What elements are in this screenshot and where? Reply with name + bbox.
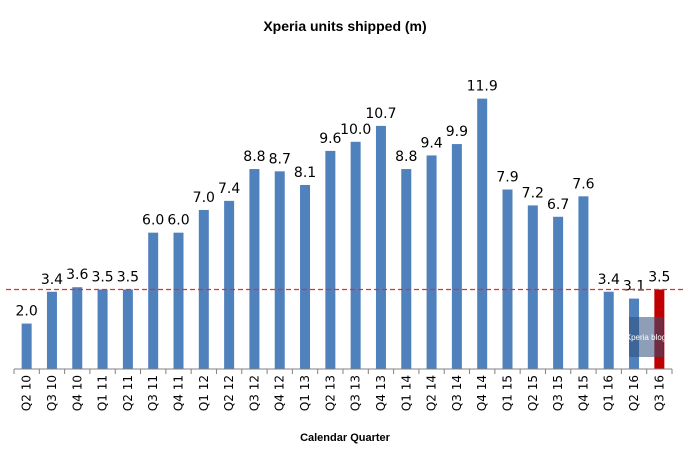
data-label-q3-12: 8.8 <box>243 149 265 165</box>
bar-q4-12 <box>274 171 285 369</box>
bar-q1-12 <box>198 209 209 369</box>
data-label-q4-12: 8.7 <box>269 151 291 167</box>
bar-q2-14 <box>426 155 437 369</box>
x-tick-label-q2-11: Q2 11 <box>121 375 135 411</box>
bar-q3-11 <box>148 232 159 369</box>
data-label-q3-14: 9.9 <box>446 124 468 140</box>
bar-q2-10 <box>21 323 32 369</box>
data-label-q2-14: 9.4 <box>420 135 442 151</box>
data-label-q2-16: 3.1 <box>623 279 645 295</box>
x-tick-label-q3-12: Q3 12 <box>247 375 261 411</box>
x-tick-label-q1-11: Q1 11 <box>96 375 110 411</box>
data-label-q4-13: 10.7 <box>365 106 396 122</box>
x-tick-label-q1-14: Q1 14 <box>399 375 413 411</box>
x-tick-label-q2-15: Q2 15 <box>526 375 540 411</box>
bar-q3-12 <box>249 169 260 369</box>
bar-q3-13 <box>350 141 361 369</box>
bar-q4-15 <box>578 196 589 369</box>
bar-q4-14 <box>477 98 488 369</box>
x-axis-title: Calendar Quarter <box>300 432 391 444</box>
bar-q4-10 <box>72 287 83 369</box>
data-label-q3-16: 3.5 <box>648 269 670 285</box>
data-label-q1-11: 3.5 <box>91 269 113 285</box>
bar-q1-13 <box>300 184 311 369</box>
x-tick-label-q3-13: Q3 13 <box>349 375 363 411</box>
x-tick-label-q1-15: Q1 15 <box>501 375 515 411</box>
data-label-q4-11: 6.0 <box>167 213 189 229</box>
x-tick-label-q4-14: Q4 14 <box>475 375 489 411</box>
bar-q2-15 <box>527 205 538 369</box>
x-tick-label-q4-15: Q4 15 <box>576 375 590 411</box>
bar-q2-11 <box>122 289 133 369</box>
x-tick-label-q2-16: Q2 16 <box>627 375 641 411</box>
data-label-q3-13: 10.0 <box>340 122 371 138</box>
x-tick-label-q2-12: Q2 12 <box>222 375 236 411</box>
data-label-q2-15: 7.2 <box>522 185 544 201</box>
bar-q1-15 <box>502 189 513 369</box>
data-label-q1-13: 8.1 <box>294 165 316 181</box>
data-label-q3-10: 3.4 <box>41 272 63 288</box>
data-label-q4-14: 11.9 <box>467 79 498 95</box>
data-label-q2-13: 9.6 <box>319 131 341 147</box>
watermark-box <box>629 317 663 357</box>
x-tick-label-q4-12: Q4 12 <box>273 375 287 411</box>
data-label-q1-15: 7.9 <box>496 170 518 186</box>
x-tick-label-q4-10: Q4 10 <box>70 375 84 411</box>
bar-q1-14 <box>401 169 412 369</box>
x-tick-label-q3-16: Q3 16 <box>652 375 666 411</box>
x-tick-label-q1-16: Q1 16 <box>602 375 616 411</box>
data-label-q4-15: 7.6 <box>572 176 594 192</box>
x-tick-label-q1-13: Q1 13 <box>298 375 312 411</box>
x-tick-label-q2-13: Q2 13 <box>323 375 337 411</box>
data-labels-group: 2.03.4 3.6 3.5 3.56.0 6.07.07.48.8 8.78.19.61… <box>16 79 671 320</box>
x-tick-label-q3-10: Q3 10 <box>45 375 59 411</box>
x-tick-labels-group: Q2 10 Q3 10 Q4 10 Q1 11 Q2 11 Q3 11 Q4 11 Q1 12… <box>20 375 667 411</box>
x-tick-label-q1-12: Q1 12 <box>197 375 211 411</box>
bar-q4-13 <box>375 125 386 370</box>
bar-q1-11 <box>97 289 108 369</box>
data-label-q3-15: 6.7 <box>547 197 569 213</box>
bar-q4-11 <box>173 232 184 369</box>
chart-title: Xperia units shipped (m) <box>263 18 426 34</box>
watermark-logo: Xperia blog <box>626 317 666 357</box>
data-label-q2-12: 7.4 <box>218 181 240 197</box>
x-tick-label-q3-15: Q3 15 <box>551 375 565 411</box>
bar-q1-16 <box>603 291 614 369</box>
data-label-q2-10: 2.0 <box>16 304 38 320</box>
data-label-q1-16: 3.4 <box>598 272 620 288</box>
data-label-q1-14: 8.8 <box>395 149 417 165</box>
watermark-text: Xperia blog <box>626 333 666 342</box>
bars-group <box>21 98 665 370</box>
data-label-q1-12: 7.0 <box>193 190 215 206</box>
bar-q2-12 <box>224 200 235 369</box>
x-tick-label-q3-11: Q3 11 <box>146 375 160 411</box>
x-tick-label-q3-14: Q3 14 <box>450 375 464 411</box>
bar-q3-10 <box>46 291 57 369</box>
bar-q2-13 <box>325 150 336 369</box>
x-tick-label-q4-13: Q4 13 <box>374 375 388 411</box>
data-label-q4-10: 3.6 <box>66 267 88 283</box>
x-tick-marks-group <box>13 369 673 374</box>
x-tick-label-q2-10: Q2 10 <box>20 375 34 411</box>
bar-q3-15 <box>553 216 564 369</box>
bar-q3-14 <box>451 144 462 369</box>
data-label-q2-11: 3.5 <box>117 269 139 285</box>
data-label-q3-11: 6.0 <box>142 213 164 229</box>
x-tick-label-q2-14: Q2 14 <box>425 375 439 411</box>
x-tick-label-q4-11: Q4 11 <box>172 375 186 411</box>
